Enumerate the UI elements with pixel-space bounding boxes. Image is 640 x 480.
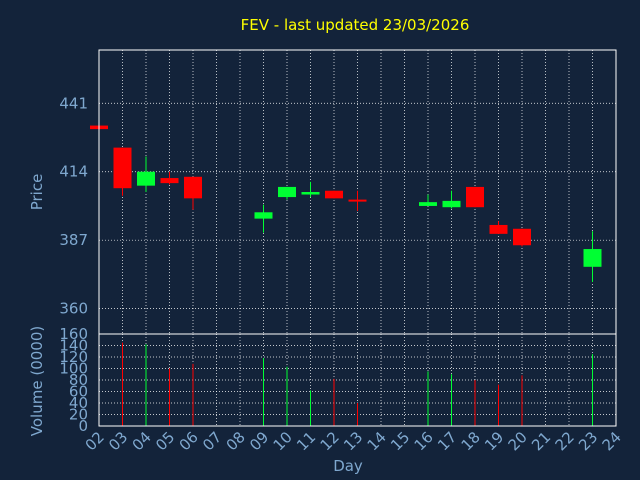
candle-body bbox=[442, 200, 461, 208]
volume-y-tick-label: 40 bbox=[69, 394, 88, 412]
candle-body bbox=[184, 176, 202, 199]
volume-axis-label: Volume (0000) bbox=[28, 326, 46, 436]
price-y-tick-label: 441 bbox=[59, 94, 88, 112]
volume-y-tick-label: 120 bbox=[59, 348, 88, 366]
candle-body bbox=[325, 190, 343, 199]
candle-body bbox=[278, 186, 296, 198]
volume-y-tick-label: 0 bbox=[78, 417, 88, 435]
candle-body bbox=[466, 186, 484, 208]
volume-y-tick-label: 80 bbox=[69, 371, 88, 389]
volume-panel-frame bbox=[98, 333, 617, 427]
volume-y-tick-label: 60 bbox=[69, 383, 88, 401]
volume-bars bbox=[122, 342, 593, 426]
price-y-tick-label: 387 bbox=[59, 231, 88, 249]
candle-body bbox=[419, 202, 437, 206]
candle-body bbox=[160, 178, 179, 184]
candle-body bbox=[513, 228, 531, 246]
chart-title: FEV - last updated 23/03/2026 bbox=[241, 16, 470, 34]
x-axis-label: Day bbox=[333, 457, 363, 475]
candle-body bbox=[301, 192, 320, 195]
candle-body bbox=[137, 171, 155, 186]
candle-body bbox=[113, 147, 132, 189]
candle-body bbox=[583, 249, 602, 267]
volume-y-tick-label: 100 bbox=[59, 360, 88, 378]
price-axis-label: Price bbox=[28, 174, 46, 211]
candle-body bbox=[489, 224, 508, 234]
candle-body bbox=[348, 199, 367, 202]
volume-y-tick-label: 140 bbox=[59, 337, 88, 355]
volume-y-tick-label: 160 bbox=[59, 325, 88, 343]
price-y-tick-labels: 360 387 414 441 bbox=[59, 94, 88, 317]
volume-y-tick-label: 20 bbox=[69, 406, 88, 424]
price-y-tick-label: 414 bbox=[59, 163, 88, 181]
x-tick-labels: 0203040506070809101112131415161718192021… bbox=[82, 428, 625, 454]
candle-body bbox=[254, 212, 273, 219]
price-y-tick-label: 360 bbox=[59, 300, 88, 318]
price-candles bbox=[90, 125, 602, 283]
